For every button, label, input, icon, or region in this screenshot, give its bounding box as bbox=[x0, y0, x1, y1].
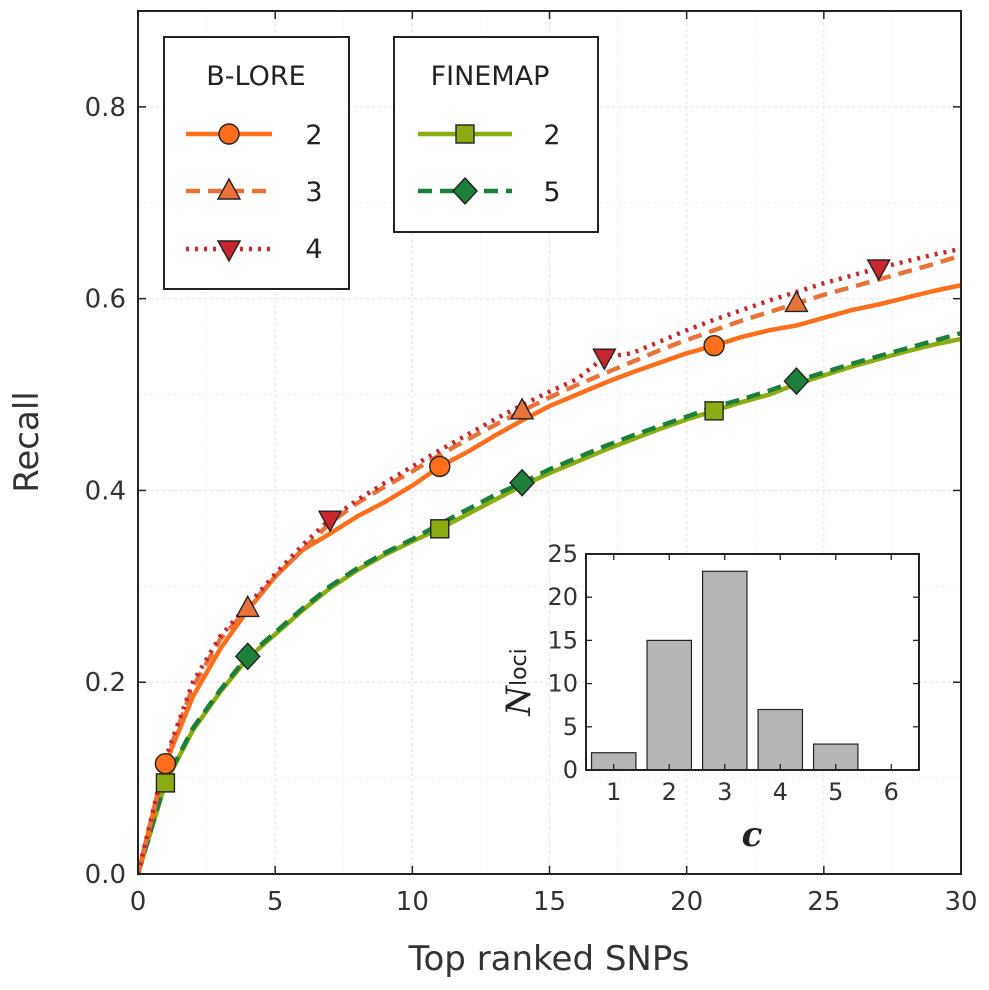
data-point-finemap-5 bbox=[234, 642, 261, 671]
inset-y-axis-label: Nloci bbox=[499, 648, 539, 717]
y-axis-label: Recall bbox=[7, 391, 47, 492]
data-point-b-lore-3 bbox=[235, 594, 260, 618]
legend-sample-marker bbox=[452, 176, 478, 206]
x-tick-label: 10 bbox=[396, 887, 429, 917]
inset-bar-2 bbox=[646, 639, 693, 771]
inset-y-tick-label: 5 bbox=[563, 713, 578, 741]
x-axis-label: Top ranked SNPs bbox=[408, 939, 690, 979]
inset-x-tick-label: 2 bbox=[662, 778, 677, 806]
series-markers bbox=[154, 259, 891, 793]
inset-frame bbox=[585, 553, 920, 771]
legend-finemap-title: FINEMAP bbox=[431, 61, 550, 92]
inset-x-tick-label: 6 bbox=[884, 778, 899, 806]
legend-samples bbox=[186, 123, 512, 263]
data-point-b-lore-4 bbox=[866, 259, 891, 282]
data-point-b-lore-3 bbox=[509, 397, 535, 420]
inset-y-tick-label: 25 bbox=[547, 540, 578, 568]
x-tick-label: 0 bbox=[130, 887, 147, 917]
legend-sample-marker bbox=[216, 240, 242, 263]
x-tick-label: 20 bbox=[670, 887, 703, 917]
data-point-b-lore-2 bbox=[429, 455, 451, 478]
inset-background bbox=[586, 554, 919, 770]
data-point-b-lore-4 bbox=[592, 348, 617, 371]
x-tick-label: 25 bbox=[807, 887, 840, 917]
legend-b-lore: B-LORE 2 3 4 bbox=[163, 36, 350, 290]
data-point-finemap-5 bbox=[783, 367, 810, 396]
inset-y-label-sub: loci bbox=[507, 648, 532, 686]
inset-y-tick-label: 0 bbox=[563, 756, 578, 784]
inset-x-tick-label: 1 bbox=[606, 778, 621, 806]
legend-b-lore-box bbox=[163, 36, 350, 290]
inset-x-tick-label: 4 bbox=[773, 778, 788, 806]
legend-b-lore-entry-3: 3 bbox=[305, 177, 322, 208]
y-tick-label: 0.0 bbox=[85, 860, 126, 890]
legend-sample-marker bbox=[216, 177, 242, 200]
x-tick-label: 5 bbox=[267, 887, 284, 917]
inset-y-tick-label: 10 bbox=[547, 670, 578, 698]
inset-x-tick-label: 3 bbox=[717, 778, 732, 806]
data-point-b-lore-4 bbox=[317, 510, 343, 533]
inset-bar-4 bbox=[757, 708, 804, 771]
legend-sample-marker bbox=[218, 123, 240, 145]
data-point-b-lore-2 bbox=[703, 334, 725, 357]
svg-text:Nloci: Nloci bbox=[499, 648, 539, 717]
legend-b-lore-entry-4: 4 bbox=[305, 234, 322, 265]
data-point-finemap-2 bbox=[704, 401, 724, 421]
legend-finemap-entry-2: 2 bbox=[543, 120, 560, 151]
data-point-finemap-5 bbox=[509, 468, 536, 497]
legend-sample-marker bbox=[455, 124, 475, 144]
inset-y-tick-label: 20 bbox=[547, 583, 578, 611]
series-line-finemap-5 bbox=[138, 331, 961, 874]
series-line-b-lore-4 bbox=[138, 246, 961, 874]
y-tick-label: 0.8 bbox=[85, 93, 126, 123]
inset-x-axis-label: c bbox=[742, 815, 763, 855]
inset-bar-3 bbox=[701, 570, 748, 771]
y-tick-label: 0.2 bbox=[85, 668, 126, 698]
legend-b-lore-title: B-LORE bbox=[206, 61, 305, 92]
y-tick-label: 0.4 bbox=[85, 476, 126, 506]
inset-y-tick-label: 15 bbox=[547, 626, 578, 654]
inset-y-label-main: N bbox=[499, 685, 539, 717]
inset-histogram: 1 2 3 4 5 6 0 5 10 15 20 25 c Nloci bbox=[499, 540, 920, 855]
inset-ticks: 1 2 3 4 5 6 0 5 10 15 20 25 bbox=[547, 540, 919, 806]
data-point-b-lore-3 bbox=[784, 290, 809, 313]
axis-ticks: 0 5 10 15 20 25 300.00.20.40.60.8 bbox=[85, 11, 978, 917]
x-tick-label: 30 bbox=[944, 887, 977, 917]
inset-x-tick-label: 5 bbox=[828, 778, 843, 806]
y-tick-label: 0.6 bbox=[85, 285, 126, 315]
x-tick-label: 15 bbox=[533, 887, 566, 917]
data-point-b-lore-2 bbox=[154, 753, 177, 775]
series-line-finemap-2 bbox=[138, 336, 961, 874]
series-lines bbox=[138, 246, 961, 874]
data-point-finemap-2 bbox=[430, 519, 450, 539]
inset-bars bbox=[590, 570, 859, 771]
legend-b-lore-entry-2: 2 bbox=[305, 120, 322, 151]
data-point-finemap-2 bbox=[155, 773, 176, 793]
legend-finemap-entry-5: 5 bbox=[543, 177, 560, 208]
